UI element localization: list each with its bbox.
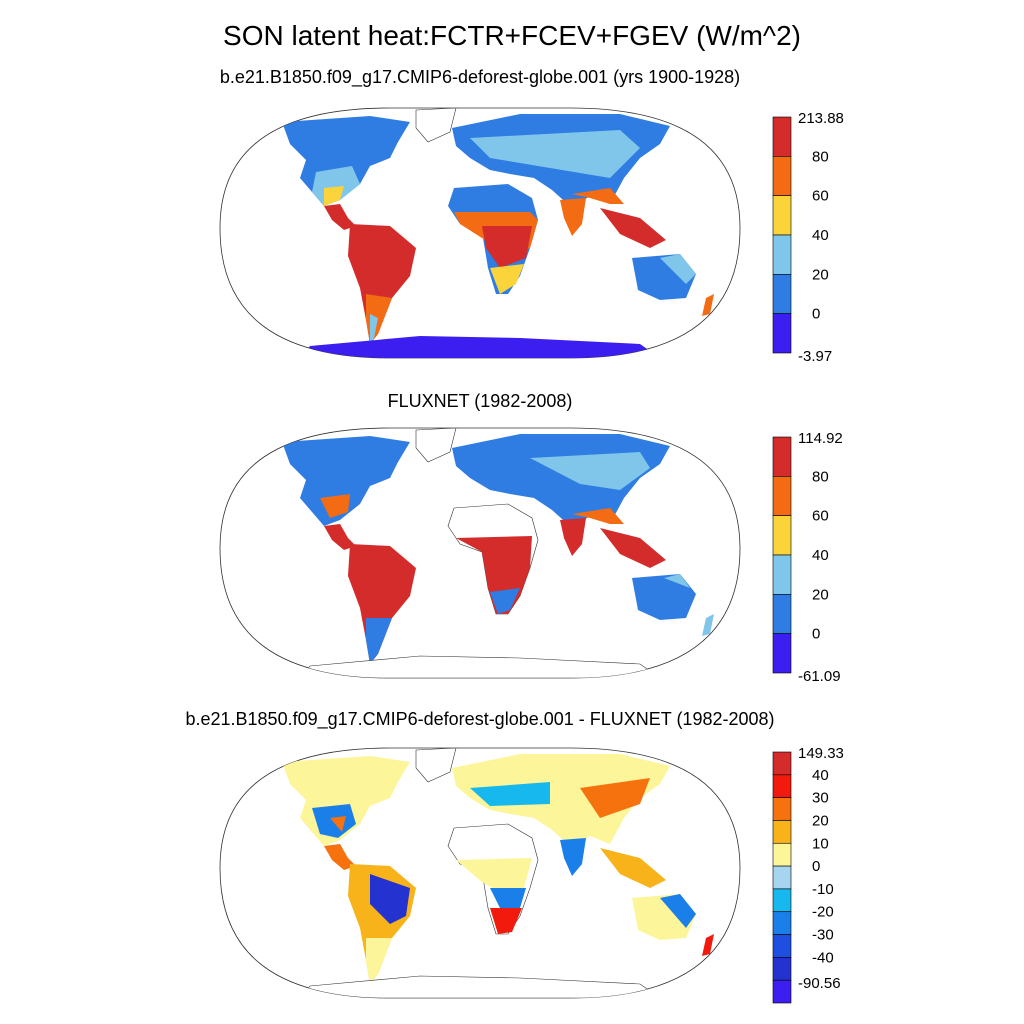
colorbar-tick-label: 80: [812, 148, 829, 165]
colorbar-panel-2: 114.92 80 60 40 20 0 -61.09: [772, 430, 843, 685]
colorbar-tick-label: -30: [812, 927, 834, 944]
colorbar-tick-label: -61.09: [798, 668, 841, 685]
colorbar-tick-label: 0: [812, 626, 820, 643]
colorbar-tick-label: 80: [812, 468, 829, 485]
colorbar-swatch: [772, 888, 792, 913]
colorbar-tick-label: 10: [812, 835, 829, 852]
colorbar-swatch: [772, 797, 792, 821]
colorbar-tick-label: 20: [812, 586, 829, 603]
colorbar-tick-label: 213.88: [798, 110, 844, 127]
colorbar-swatch: [772, 116, 792, 157]
colorbar-swatch: [772, 633, 792, 674]
colorbar-tick-label: 0: [812, 306, 820, 323]
colorbar-swatch: [772, 313, 792, 354]
colorbar-tick-label: 60: [812, 508, 829, 525]
panel-3-title: b.e21.B1850.f09_g17.CMIP6-deforest-globe…: [185, 709, 775, 729]
colorbar-panel-1: 213.88 80 60 40 20 0 -3.97: [772, 110, 844, 365]
colorbar-tick-label: 0: [812, 858, 820, 875]
colorbar-tick-label: 40: [812, 767, 829, 784]
map-panel-2: [219, 427, 741, 679]
colorbar-tick-label: 114.92: [798, 430, 843, 447]
colorbar-tick-label: -20: [812, 904, 834, 921]
colorbar-swatch: [772, 554, 792, 595]
colorbar-tick-label: -10: [812, 881, 834, 898]
panel-2-title: FLUXNET (1982-2008): [387, 391, 573, 411]
map-panel-1: [219, 107, 741, 359]
colorbar-swatch: [772, 957, 792, 981]
colorbar-tick-label: 20: [812, 812, 829, 829]
colorbar-swatch: [772, 594, 792, 634]
colorbar-swatch: [772, 156, 792, 196]
colorbar-swatch: [772, 865, 792, 890]
colorbar-tick-label: -90.56: [798, 975, 841, 992]
colorbar-swatch: [772, 234, 792, 275]
colorbar-tick-label: 40: [812, 227, 829, 244]
colorbar-swatch: [772, 515, 792, 556]
colorbar-tick-label: 30: [812, 790, 829, 807]
colorbar-swatch: [772, 774, 792, 798]
colorbar-tick-label: -3.97: [798, 348, 832, 365]
colorbar-tick-label: 60: [812, 188, 829, 205]
figure-title: SON latent heat:FCTR+FCEV+FGEV (W/m^2): [223, 20, 801, 51]
panel-1-title: b.e21.B1850.f09_g17.CMIP6-deforest-globe…: [219, 67, 741, 87]
colorbar-tick-label: 20: [812, 266, 829, 283]
colorbar-swatch: [772, 476, 792, 516]
colorbar-tick-label: 40: [812, 547, 829, 564]
colorbar-panel-3: 149.33 40 30 20 10 0 -10 -20 -30 -40 -90.56: [772, 745, 844, 1004]
colorbar-swatch: [772, 436, 792, 477]
colorbar-tick-label: -40: [812, 949, 834, 966]
colorbar-swatch: [772, 979, 792, 1004]
colorbar-swatch: [772, 195, 792, 236]
colorbar-swatch: [772, 751, 792, 776]
colorbar-swatch: [772, 911, 792, 935]
colorbar-swatch: [772, 274, 792, 314]
colorbar-swatch: [772, 820, 792, 844]
map-panel-3: [219, 747, 741, 999]
colorbar-swatch: [772, 842, 792, 867]
colorbar-tick-label: 149.33: [798, 745, 844, 762]
colorbar-swatch: [772, 934, 792, 958]
